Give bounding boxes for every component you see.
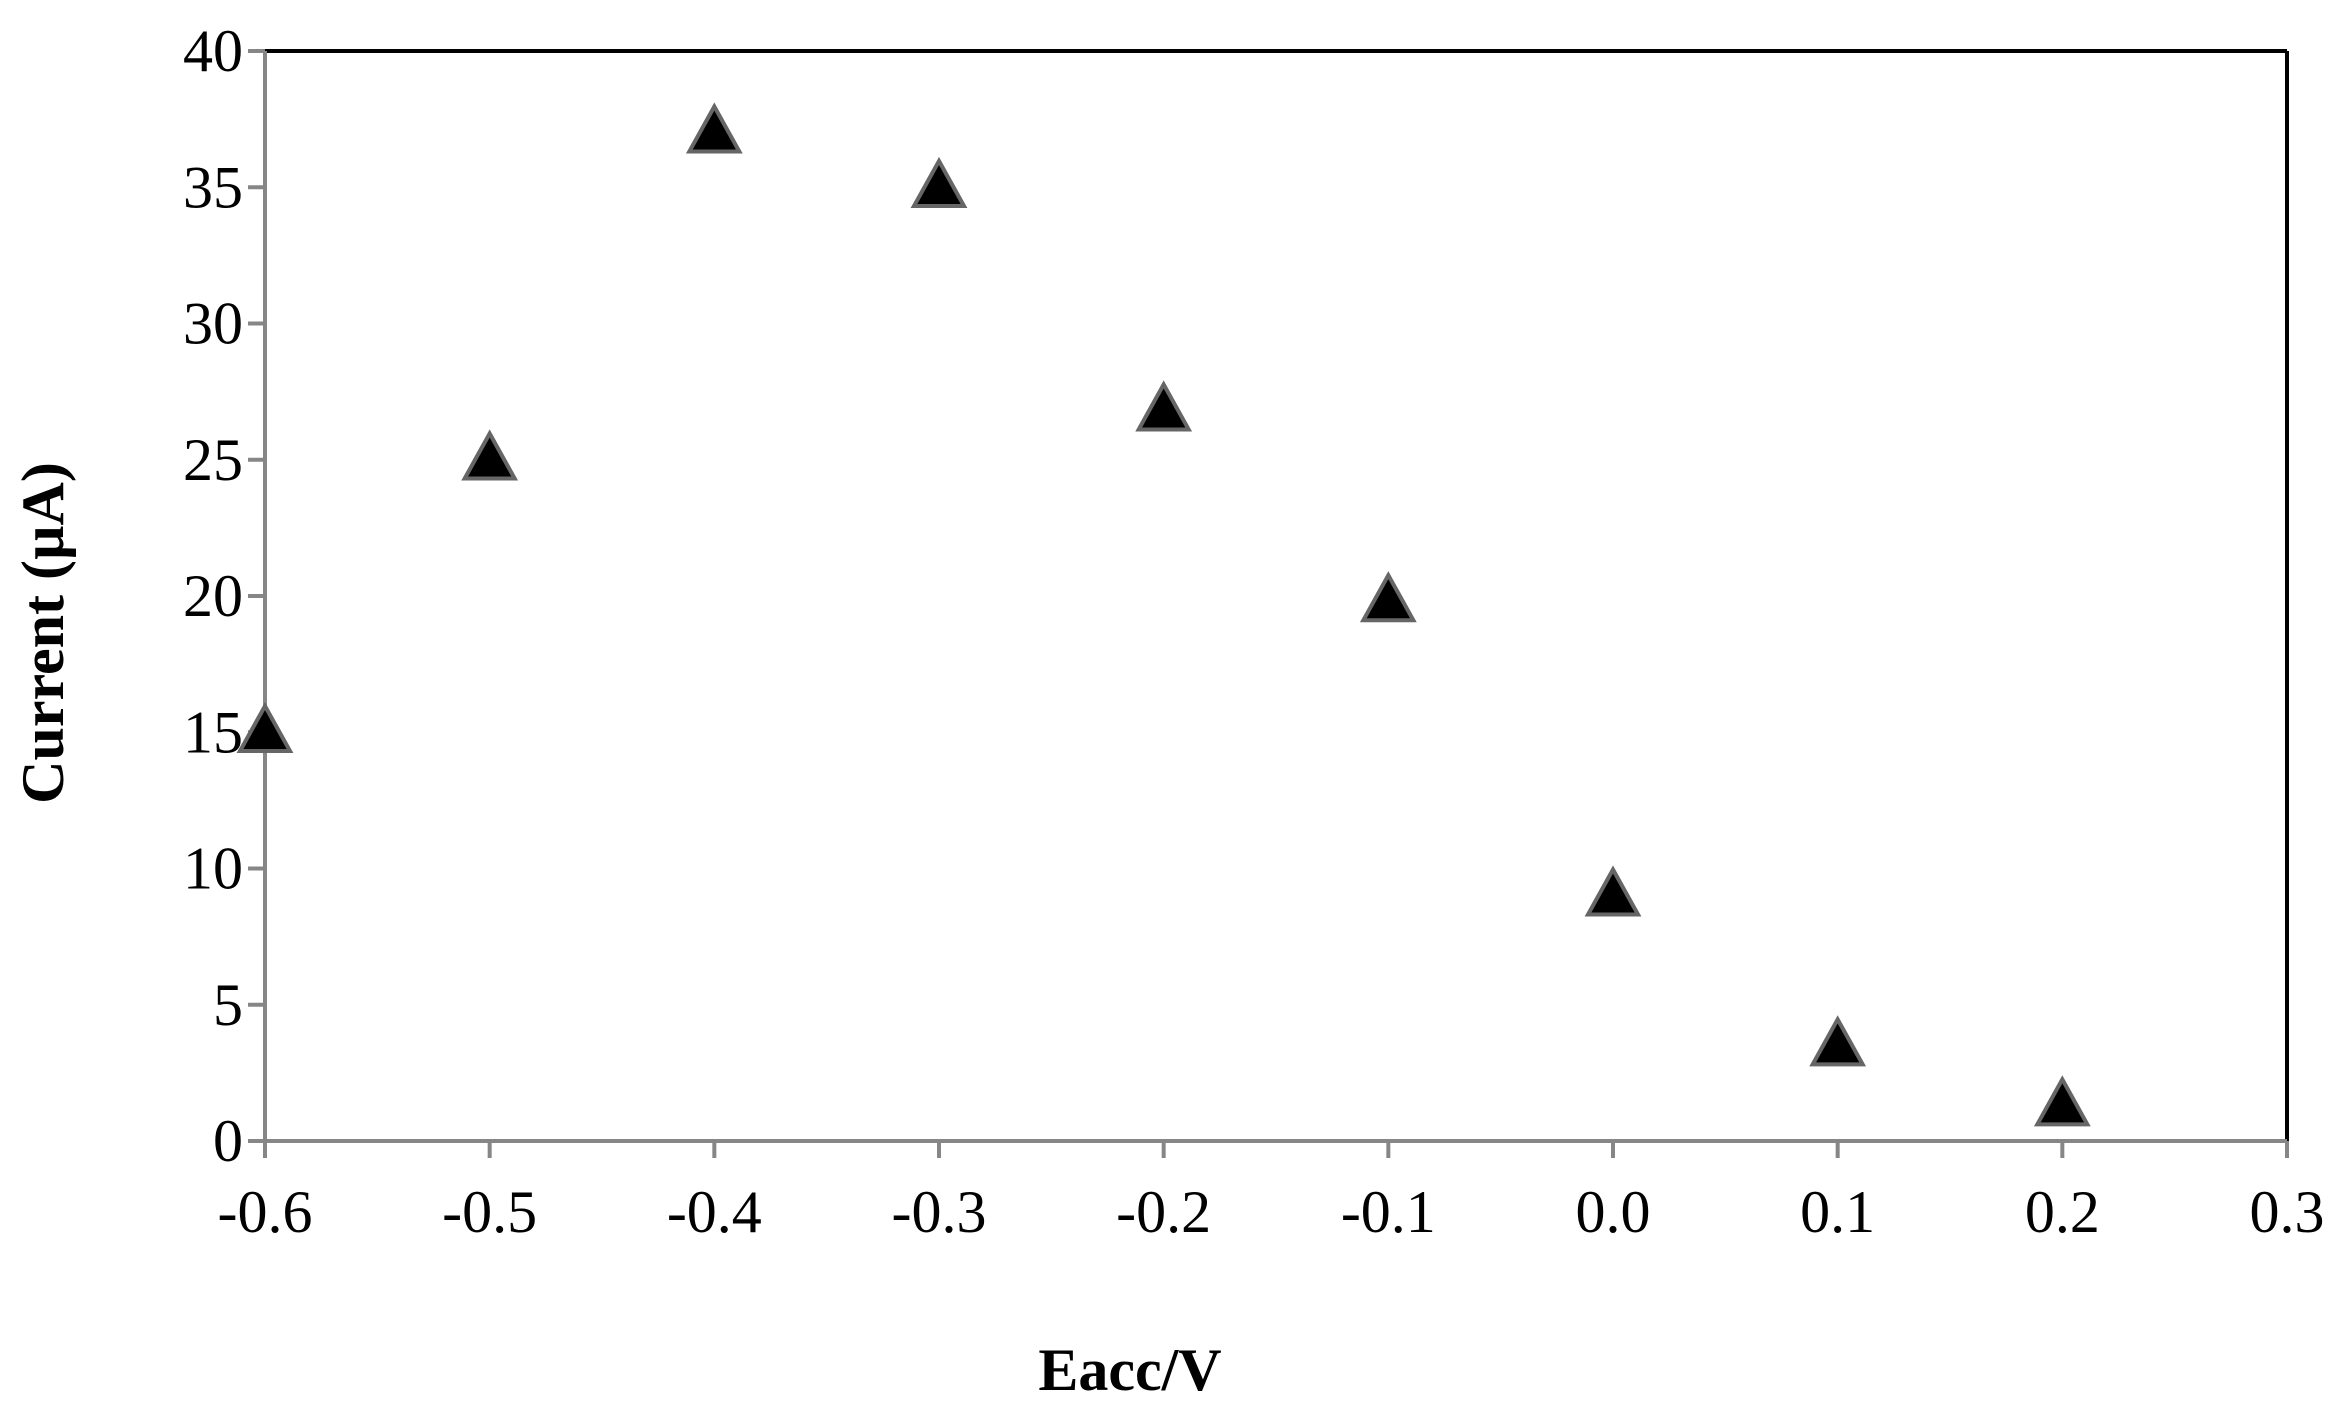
x-tick-label: -0.6: [218, 1179, 313, 1245]
data-point-triangle: [685, 102, 743, 154]
y-tick-label: 20: [183, 563, 243, 629]
x-tick-label: -0.5: [442, 1179, 537, 1245]
y-axis: 0 5 10 15 20 25 30 35 40: [183, 18, 265, 1174]
data-point-triangle: [1809, 1015, 1867, 1067]
x-tick-label: 0.3: [2250, 1179, 2325, 1245]
x-tick-label: 0.1: [1800, 1179, 1875, 1245]
data-point-triangle: [1584, 865, 1642, 917]
data-point-triangle: [1135, 380, 1193, 432]
y-tick-label: 0: [213, 1108, 243, 1174]
y-tick-label: 15: [183, 699, 243, 765]
data-points: [236, 102, 2091, 1127]
y-tick-label: 35: [183, 154, 243, 220]
data-point-triangle: [910, 156, 968, 208]
data-point-triangle: [461, 429, 519, 481]
y-tick-label: 25: [183, 427, 243, 493]
data-point-triangle: [236, 701, 294, 753]
y-tick-label: 5: [213, 972, 243, 1038]
y-tick-label: 30: [183, 291, 243, 357]
y-tick-label: 40: [183, 18, 243, 84]
data-point-triangle: [1359, 571, 1417, 623]
x-tick-label: 0.0: [1576, 1179, 1651, 1245]
y-tick-label: 10: [183, 836, 243, 902]
x-tick-label: -0.1: [1341, 1179, 1436, 1245]
x-tick-label: -0.2: [1116, 1179, 1211, 1245]
x-axis: -0.6 -0.5 -0.4 -0.3 -0.2 -0.1 0.0 0.1 0.2 0.3: [218, 1141, 2325, 1245]
y-axis-title: Current (µA): [10, 462, 76, 804]
x-tick-label: 0.2: [2025, 1179, 2100, 1245]
x-tick-label: -0.3: [892, 1179, 987, 1245]
data-point-triangle: [2033, 1075, 2091, 1127]
x-axis-title: Eacc/V: [1038, 1337, 1221, 1403]
x-tick-label: -0.4: [667, 1179, 762, 1245]
plot-frame: [263, 49, 2289, 1143]
